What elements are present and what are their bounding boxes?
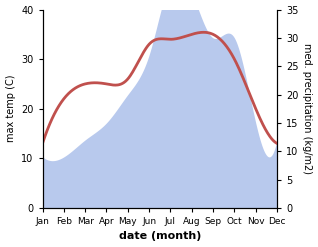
- Y-axis label: max temp (C): max temp (C): [5, 75, 16, 143]
- X-axis label: date (month): date (month): [119, 231, 201, 242]
- Y-axis label: med. precipitation (kg/m2): med. precipitation (kg/m2): [302, 43, 313, 174]
